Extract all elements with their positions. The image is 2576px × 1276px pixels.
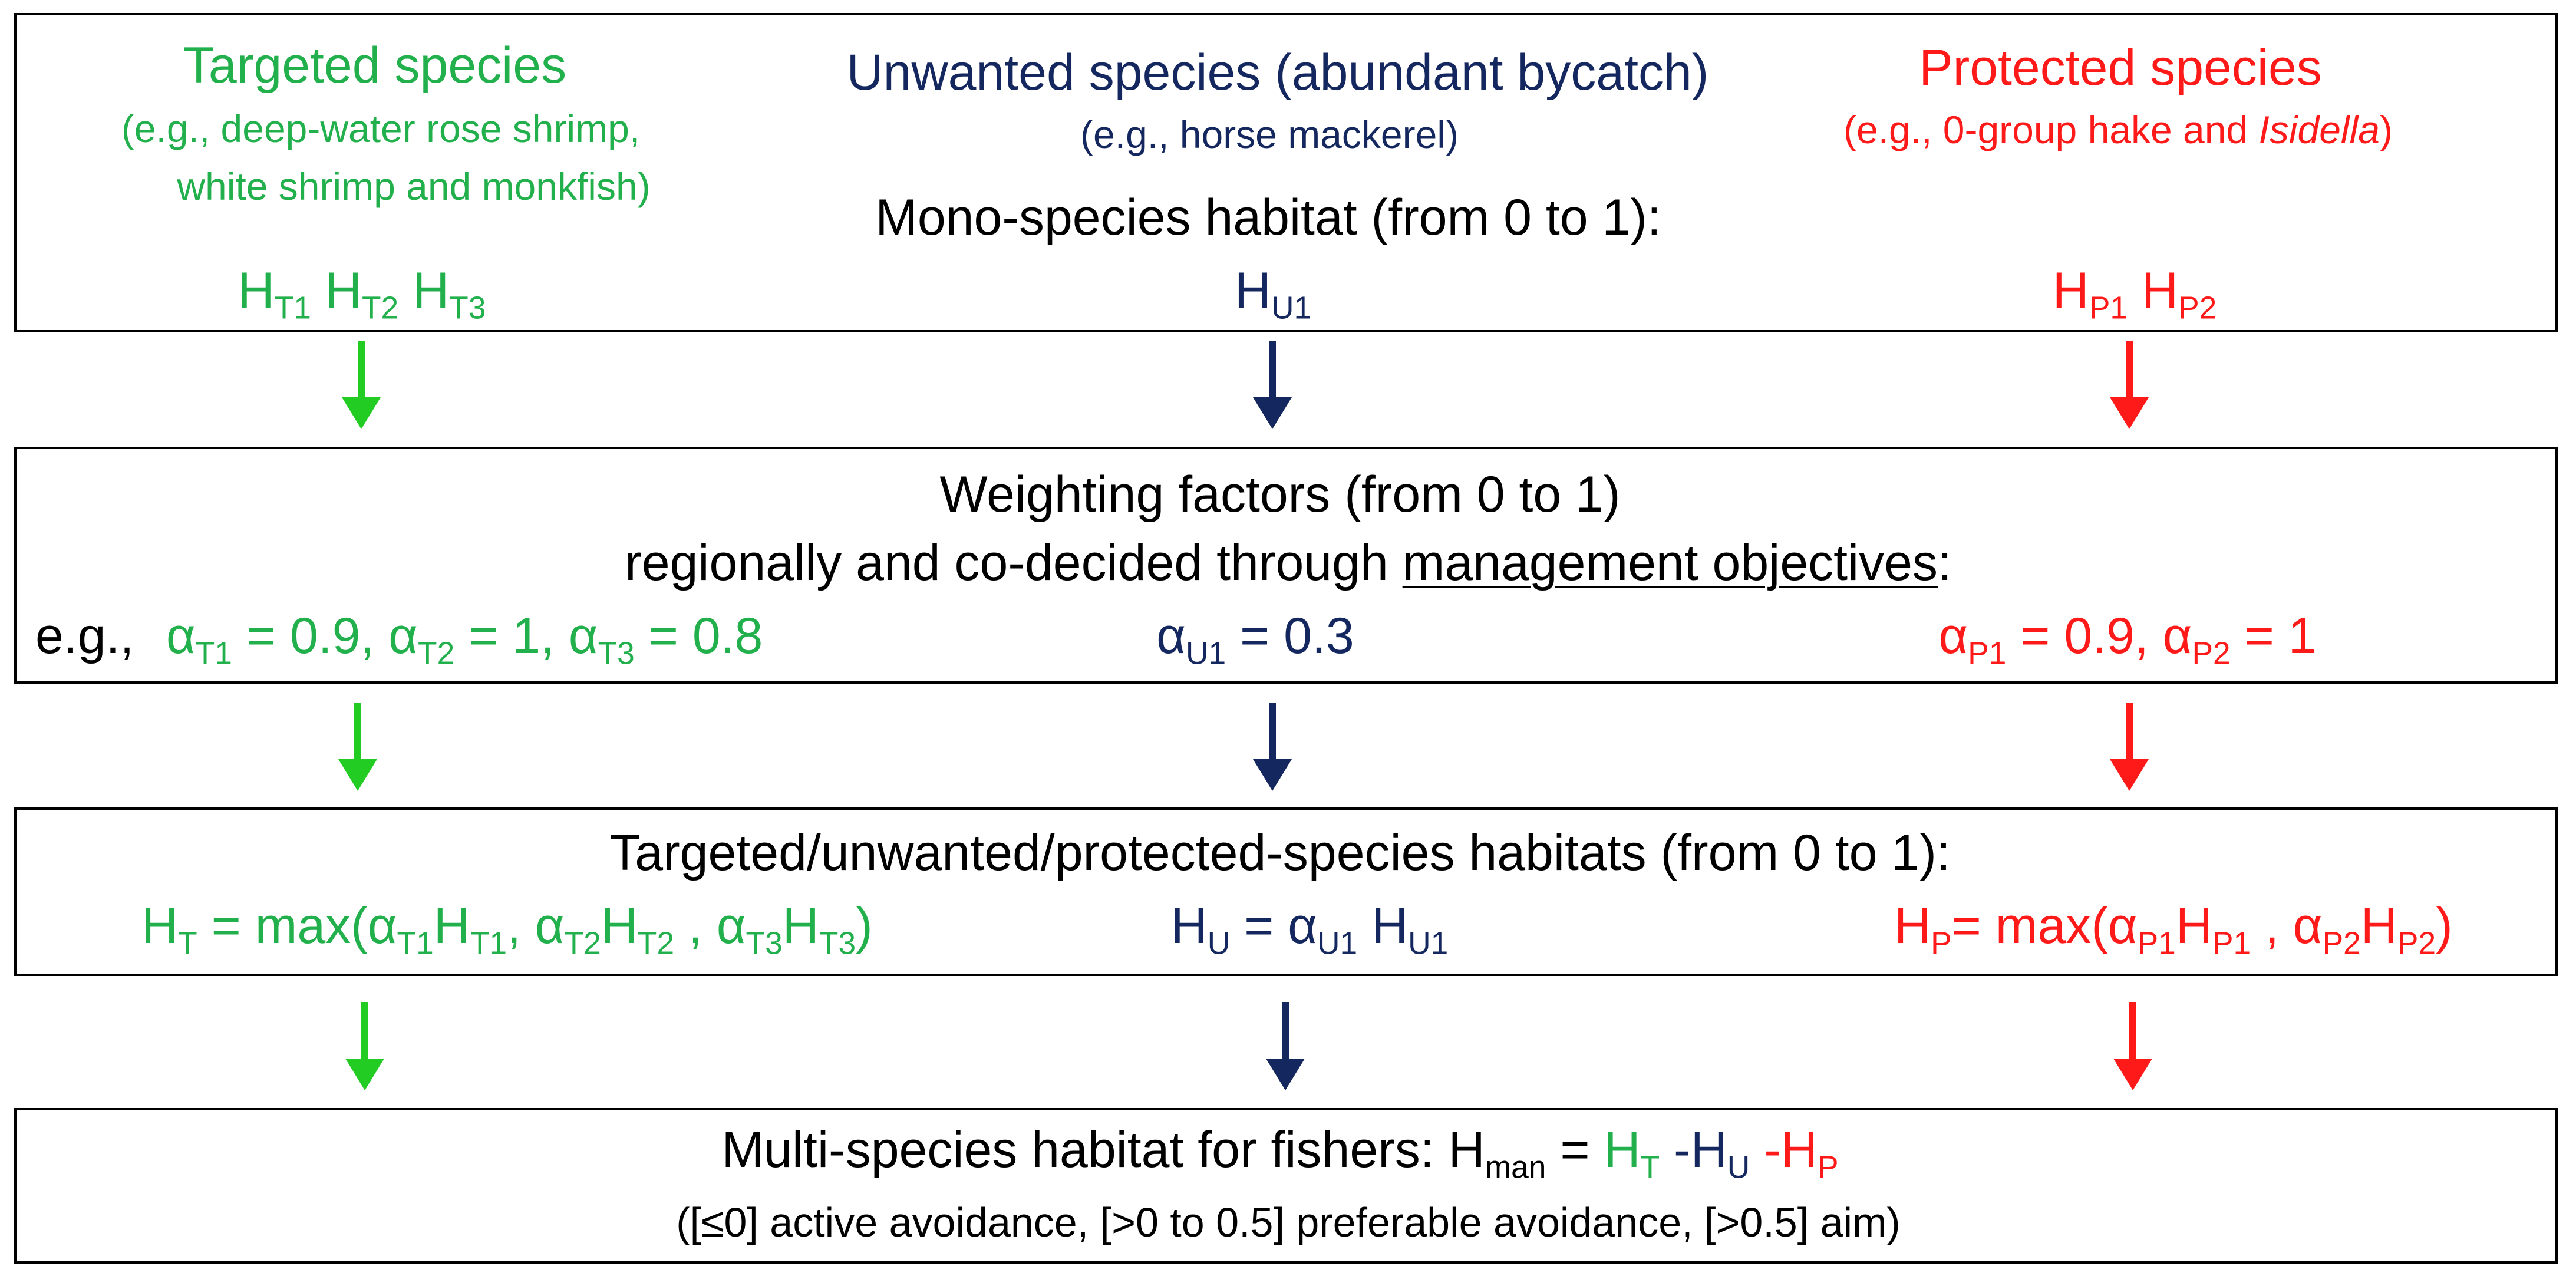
protected-habitat-equation: HP= max(αP1HP1 , αP2HP2) xyxy=(1894,898,2453,961)
multi-species-habitat-formula: Multi-species habitat for fishers: Hman … xyxy=(721,1122,1839,1185)
mono-species-habitat-label: Mono-species habitat (from 0 to 1): xyxy=(875,189,1661,246)
combined-habitats-title: Targeted/unwanted/protected-species habi… xyxy=(609,825,1951,881)
habitat-symbol: HT2 xyxy=(325,262,399,326)
habitat-symbol: HT3 xyxy=(413,262,486,326)
ht-term: HT xyxy=(1604,1122,1660,1185)
weighting-factors-title: Weighting factors (from 0 to 1) xyxy=(939,466,1621,523)
protected-species-title: Protected species xyxy=(1919,39,2322,96)
hu-term: -HU xyxy=(1660,1122,1750,1185)
unwanted-species-title: Unwanted species (abundant bycatch) xyxy=(846,44,1709,101)
targeted-weights: αT1 = 0.9, αT2 = 1, αT3 = 0.8 xyxy=(166,608,763,671)
unwanted-weight: αU1 = 0.3 xyxy=(1156,608,1354,671)
arrow-down-icon xyxy=(2110,703,2149,791)
avoidance-thresholds-note: ([≤0] active avoidance, [>0 to 0.5] pref… xyxy=(676,1199,1901,1245)
targeted-species-example-line1: (e.g., deep-water rose shrimp, xyxy=(121,107,641,150)
targeted-habitat-equation: HT = max(αT1HT1, αT2HT2 , αT3HT3) xyxy=(141,898,873,961)
arrow-down-icon xyxy=(345,1002,384,1090)
protected-habitat-symbols: HP1 HP2 xyxy=(2052,262,2217,326)
habitat-symbol: HT1 xyxy=(238,262,311,326)
unwanted-habitat-symbol: HU1 xyxy=(1234,262,1312,326)
unwanted-habitat-equation: HU = αU1 HU1 xyxy=(1170,898,1449,961)
arrow-down-icon xyxy=(342,341,381,429)
arrow-down-icon xyxy=(2113,1002,2152,1090)
combined-habitats-box xyxy=(14,807,2558,976)
example-label: e.g., xyxy=(35,608,134,664)
targeted-habitat-symbols: HT1 HT2 HT3 xyxy=(238,262,486,326)
isidella-italic: Isidella xyxy=(2258,108,2380,151)
targeted-species-title: Targeted species xyxy=(183,37,567,94)
arrow-down-icon xyxy=(1253,703,1292,791)
arrow-down-icon xyxy=(2110,341,2149,429)
targeted-species-example-line2: white shrimp and monkfish) xyxy=(177,164,651,208)
weighting-factors-box xyxy=(14,447,2558,684)
multi-species-habitat-box xyxy=(14,1108,2558,1264)
hp-term: -HP xyxy=(1750,1122,1839,1185)
habitat-symbol: HP1 xyxy=(2052,262,2128,326)
weighting-factors-subtitle: regionally and co-decided through manage… xyxy=(625,535,1952,591)
mono-species-habitat-box xyxy=(14,13,2558,332)
management-objectives-underlined: management objectives xyxy=(1402,535,1938,591)
arrow-down-icon xyxy=(338,703,377,791)
protected-weights: αP1 = 0.9, αP2 = 1 xyxy=(1938,608,2317,671)
arrow-down-icon xyxy=(1266,1002,1305,1090)
habitat-symbol: HP2 xyxy=(2141,262,2217,326)
unwanted-species-example: (e.g., horse mackerel) xyxy=(1080,113,1459,156)
arrow-down-icon xyxy=(1253,341,1292,429)
protected-species-example: (e.g., 0-group hake and Isidella) xyxy=(1843,108,2393,151)
